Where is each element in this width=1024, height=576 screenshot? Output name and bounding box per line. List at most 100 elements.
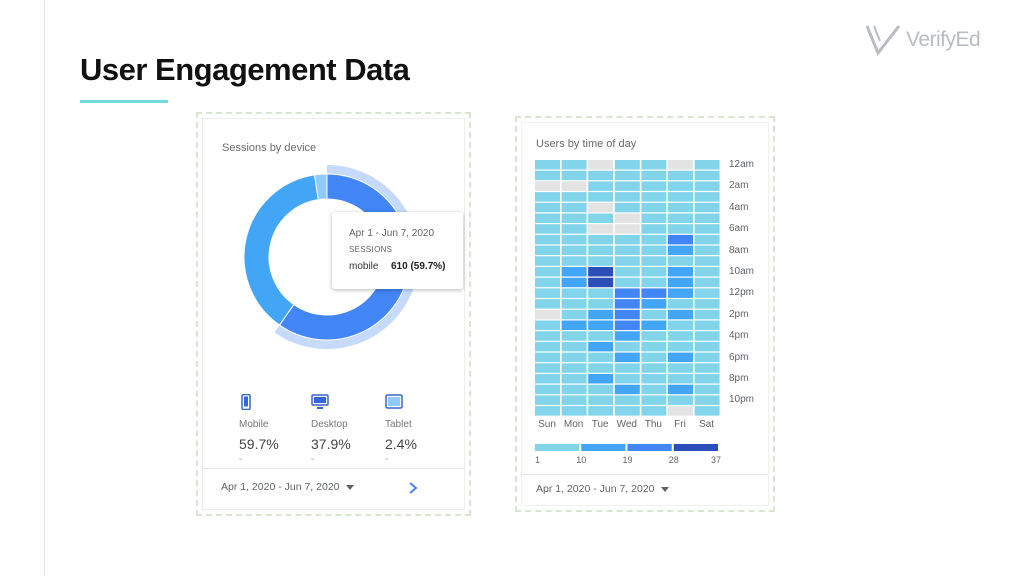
heatmap-cell[interactable]	[641, 256, 667, 266]
heatmap-cell[interactable]	[535, 352, 560, 363]
heatmap-cell[interactable]	[535, 202, 560, 213]
heatmap-cell[interactable]	[561, 288, 587, 298]
heatmap-cell[interactable]	[641, 170, 667, 181]
heatmap-cell[interactable]	[614, 320, 640, 331]
heatmap-cell[interactable]	[561, 213, 587, 224]
heatmap-cell[interactable]	[535, 363, 560, 373]
heatmap-cell[interactable]	[535, 406, 560, 416]
heatmap-cell[interactable]	[535, 299, 560, 309]
heatmap-cell[interactable]	[694, 363, 720, 373]
donut-slice-tablet[interactable]	[313, 173, 328, 201]
heatmap-cell[interactable]	[641, 234, 667, 245]
heatmap-cell[interactable]	[535, 170, 560, 181]
heatmap-cell[interactable]	[668, 181, 693, 191]
heatmap-cell[interactable]	[614, 309, 640, 320]
heatmap-cell[interactable]	[641, 288, 667, 298]
heatmap-cell[interactable]	[561, 406, 587, 416]
heatmap-cell[interactable]	[614, 181, 640, 191]
heatmap-cell[interactable]	[668, 256, 693, 266]
heatmap-cell[interactable]	[588, 374, 614, 384]
heatmap-cell[interactable]	[561, 331, 587, 341]
heatmap-cell[interactable]	[561, 277, 587, 288]
heatmap-cell[interactable]	[535, 341, 560, 352]
heatmap-cell[interactable]	[641, 309, 667, 320]
heatmap-cell[interactable]	[668, 406, 693, 416]
heatmap-cell[interactable]	[588, 181, 614, 191]
heatmap-cell[interactable]	[614, 192, 640, 202]
heatmap-cell[interactable]	[614, 170, 640, 181]
heatmap-cell[interactable]	[614, 245, 640, 256]
heatmap-cell[interactable]	[561, 202, 587, 213]
heatmap-cell[interactable]	[561, 341, 587, 352]
heatmap-cell[interactable]	[668, 384, 693, 395]
heatmap-cell[interactable]	[668, 363, 693, 373]
heatmap-cell[interactable]	[641, 384, 667, 395]
heatmap-cell[interactable]	[561, 299, 587, 309]
heatmap-cell[interactable]	[668, 395, 693, 405]
heatmap-cell[interactable]	[694, 320, 720, 331]
heatmap-cell[interactable]	[588, 267, 614, 277]
heatmap-cell[interactable]	[668, 160, 693, 170]
sessions-date-range-dropdown[interactable]: Apr 1, 2020 - Jun 7, 2020	[221, 481, 354, 493]
heatmap-cell[interactable]	[588, 384, 614, 395]
heatmap-cell[interactable]	[588, 224, 614, 234]
heatmap-cell[interactable]	[668, 192, 693, 202]
heatmap-cell[interactable]	[694, 245, 720, 256]
heatmap-cell[interactable]	[641, 395, 667, 405]
heatmap-cell[interactable]	[535, 234, 560, 245]
heatmap-cell[interactable]	[641, 331, 667, 341]
heatmap-cell[interactable]	[641, 192, 667, 202]
heatmap-cell[interactable]	[614, 352, 640, 363]
heatmap-cell[interactable]	[588, 341, 614, 352]
heatmap-cell[interactable]	[641, 181, 667, 191]
heatmap-cell[interactable]	[694, 384, 720, 395]
heatmap-cell[interactable]	[668, 170, 693, 181]
heatmap-cell[interactable]	[614, 277, 640, 288]
heatmap-cell[interactable]	[668, 331, 693, 341]
heatmap-cell[interactable]	[694, 331, 720, 341]
heatmap-cell[interactable]	[668, 320, 693, 331]
heatmap-cell[interactable]	[614, 395, 640, 405]
heatmap-cell[interactable]	[535, 256, 560, 266]
heatmap-cell[interactable]	[561, 352, 587, 363]
heatmap-cell[interactable]	[561, 384, 587, 395]
heatmap-cell[interactable]	[561, 374, 587, 384]
heatmap-cell[interactable]	[588, 299, 614, 309]
heatmap-cell[interactable]	[668, 277, 693, 288]
heatmap-cell[interactable]	[561, 160, 587, 170]
heatmap-cell[interactable]	[668, 245, 693, 256]
heatmap-cell[interactable]	[535, 384, 560, 395]
heatmap-cell[interactable]	[694, 352, 720, 363]
heatmap-cell[interactable]	[535, 160, 560, 170]
heatmap-cell[interactable]	[588, 192, 614, 202]
heatmap-cell[interactable]	[614, 299, 640, 309]
heatmap-cell[interactable]	[614, 213, 640, 224]
heatmap-cell[interactable]	[694, 234, 720, 245]
heatmap-cell[interactable]	[588, 352, 614, 363]
heatmap-cell[interactable]	[535, 288, 560, 298]
heatmap-cell[interactable]	[694, 181, 720, 191]
heatmap-cell[interactable]	[588, 363, 614, 373]
heatmap-cell[interactable]	[561, 181, 587, 191]
heatmap-cell[interactable]	[614, 363, 640, 373]
heatmap-cell[interactable]	[668, 352, 693, 363]
heatmap-cell[interactable]	[694, 224, 720, 234]
heatmap-cell[interactable]	[694, 406, 720, 416]
heatmap-cell[interactable]	[588, 170, 614, 181]
heatmap-cell[interactable]	[614, 234, 640, 245]
heatmap-cell[interactable]	[641, 277, 667, 288]
heatmap-cell[interactable]	[694, 202, 720, 213]
heatmap-cell[interactable]	[694, 288, 720, 298]
heatmap-cell[interactable]	[535, 374, 560, 384]
heatmap-cell[interactable]	[641, 320, 667, 331]
heatmap-cell[interactable]	[641, 245, 667, 256]
heatmap-cell[interactable]	[668, 309, 693, 320]
heatmap-cell[interactable]	[588, 202, 614, 213]
heatmap-cell[interactable]	[588, 245, 614, 256]
heatmap-cell[interactable]	[588, 160, 614, 170]
heatmap-cell[interactable]	[694, 374, 720, 384]
heatmap-cell[interactable]	[614, 160, 640, 170]
heatmap-cell[interactable]	[694, 277, 720, 288]
heatmap-cell[interactable]	[641, 363, 667, 373]
heatmap-cell[interactable]	[614, 384, 640, 395]
